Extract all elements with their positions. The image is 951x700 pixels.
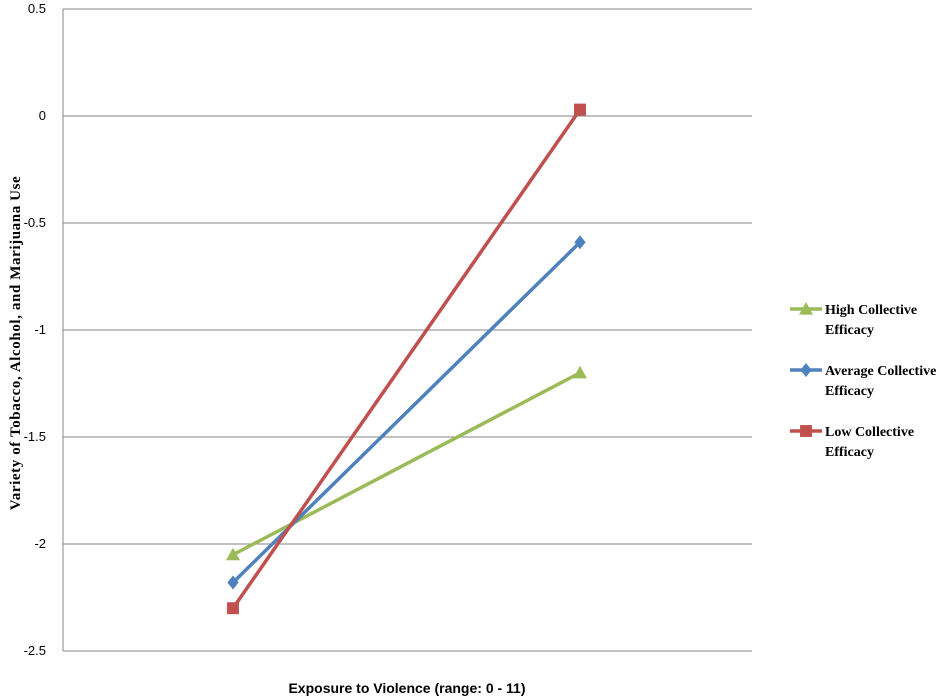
y-tick-label: -1.5 [24,429,46,444]
legend-marker [799,302,813,315]
data-point [574,103,586,116]
legend-marker [800,363,812,377]
data-point [573,365,587,379]
y-tick-label: 0 [39,108,46,123]
y-tick-labels: 0.5 0 -0.5 -1 -1.5 -2 -2.5 [24,1,46,658]
data-point [227,602,239,615]
y-tick-label: -2 [34,536,46,551]
y-tick-label: -2.5 [24,643,46,658]
legend-item: Average Collective Efficacy [790,363,936,399]
x-axis-title: Exposure to Violence (range: 0 - 11) [288,680,525,696]
data-point [227,575,239,590]
data-point [226,547,240,561]
data-point [574,235,586,250]
legend-marker [800,425,812,437]
legend-item: Low Collective Efficacy [790,425,914,460]
legend-label: Efficacy [825,323,874,338]
y-tick-label: -1 [34,322,46,337]
series-lines [226,103,587,615]
legend-label: Efficacy [825,384,874,399]
legend-label: Efficacy [825,445,874,460]
y-tick-label: -0.5 [24,215,46,230]
legend-label: Average Collective [825,364,936,379]
gridlines [63,8,752,652]
legend-label: High Collective [825,303,917,318]
legend-label: Low Collective [825,425,914,440]
y-tick-label: 0.5 [28,1,46,16]
series-line [231,108,582,610]
legend-item: High Collective Efficacy [790,302,917,338]
series-line [232,371,581,557]
y-axis-title: Variety of Tobacco, Alcohol, and Marijua… [8,176,24,511]
